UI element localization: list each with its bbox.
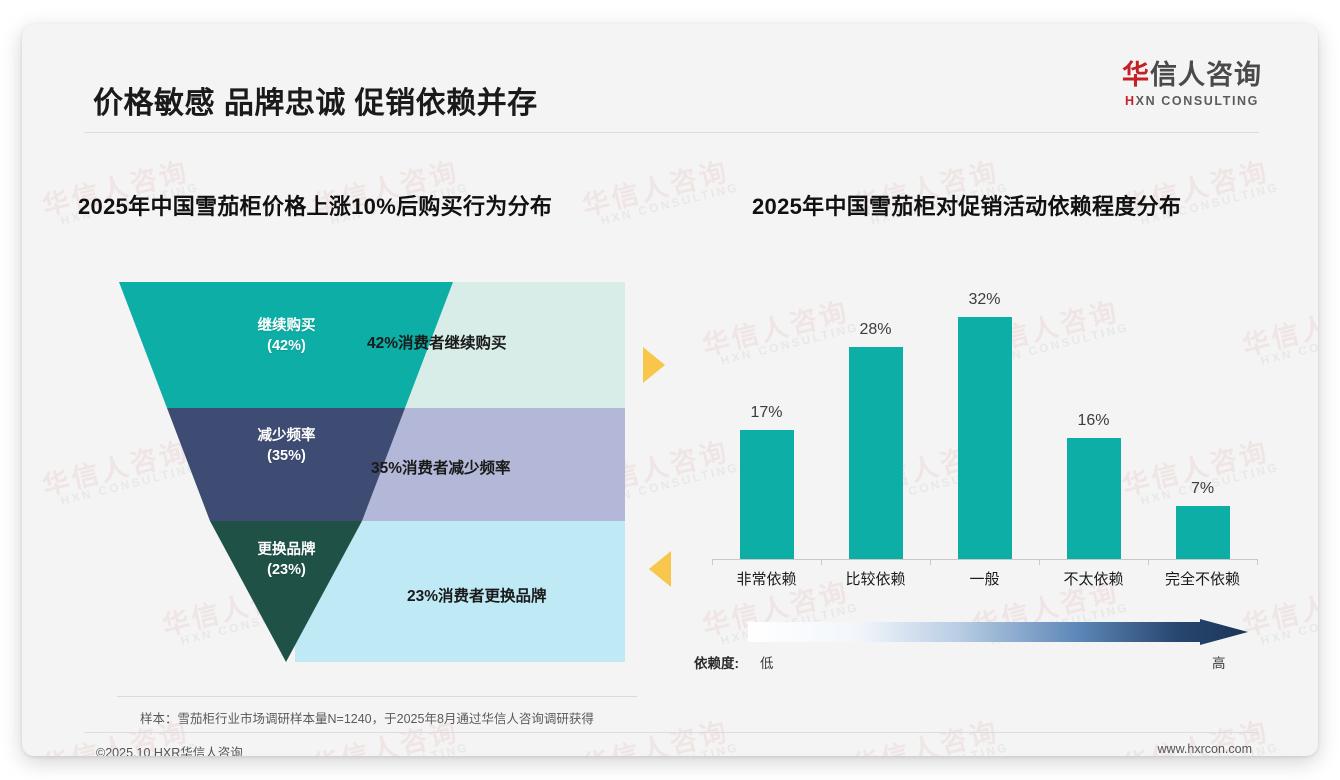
footer-website: www.hxrcon.com <box>1157 742 1252 756</box>
funnel-desc-text-2: 23%消费者更换品牌 <box>407 588 547 605</box>
bar-category-label: 非常依赖 <box>736 571 797 588</box>
funnel-label-text-2: 更换品牌 <box>257 542 316 558</box>
funnel-desc-text-1: 35%消费者减少频率 <box>371 460 511 477</box>
bar-rect <box>739 430 794 559</box>
funnel-desc-panel-2 <box>295 521 625 662</box>
funnel-desc-text-0: 42%消费者继续购买 <box>367 335 507 352</box>
funnel-label-value-2: (23%) <box>267 561 306 578</box>
bar-value-label: 16% <box>1077 412 1110 429</box>
bar-value-label: 28% <box>859 321 892 338</box>
bar-column: 28% <box>821 294 930 559</box>
legend-high-label: 高 <box>1212 656 1226 671</box>
bar-value-label: 7% <box>1190 480 1215 497</box>
bar-value-label: 17% <box>750 404 783 421</box>
funnel-label-value-0: (42%) <box>267 337 306 354</box>
left-chart-title: 2025年中国雪茄柜价格上涨10%后购买行为分布 <box>78 194 553 219</box>
bar-chart-category-labels: 非常依赖 比较依赖 一般 不太依赖 完全不依赖 <box>712 568 1257 594</box>
footer-divider <box>84 732 1259 733</box>
bar-category-label: 一般 <box>969 571 1000 588</box>
footnote-divider <box>117 696 637 697</box>
right-chart-title: 2025年中国雪茄柜对促销活动依赖程度分布 <box>752 194 1182 219</box>
bar-chart-plot: 17% 28% 32% 16% 7% <box>712 291 1257 559</box>
bar-column: 17% <box>712 294 821 559</box>
triangle-right-icon <box>643 347 665 383</box>
funnel-segment-2 <box>210 521 362 662</box>
axis-tick <box>1148 559 1149 565</box>
bar-column: 32% <box>930 291 1039 559</box>
logo-en-rest: XN CONSULTING <box>1135 94 1259 108</box>
axis-tick <box>712 559 713 565</box>
funnel-label-text-1: 减少频率 <box>257 428 316 444</box>
funnel-segment-label-1: 减少频率 (35%) <box>214 427 359 466</box>
slide-card: 华信人咨询 HXN CONSULTING 华信人咨询 HXN CONSULTING 华信… <box>22 24 1318 756</box>
dependency-legend: 依赖度: 低 高 <box>694 619 1264 679</box>
logo-cn-rest: 信人咨询 <box>1150 60 1262 90</box>
logo-chinese: 华信人咨询 <box>1122 62 1262 89</box>
funnel-segment-1 <box>167 408 405 521</box>
footnote-text: 样本：雪茄柜行业市场调研样本量N=1240，于2025年8月通过华信人咨询调研获… <box>140 712 594 726</box>
bar-category-label: 不太依赖 <box>1063 571 1124 588</box>
logo-cn-accent: 华 <box>1122 60 1150 90</box>
bar-rect <box>1175 506 1230 559</box>
funnel-label-text-0: 继续购买 <box>257 318 316 334</box>
logo-en-accent: H <box>1125 94 1136 108</box>
bar-chart-axis <box>712 559 1257 560</box>
logo-english: HXN CONSULTING <box>1122 95 1262 108</box>
footer-copyright: ©2025.10 HXR华信人咨询 <box>96 746 243 756</box>
legend-low-label: 低 <box>760 656 774 671</box>
triangle-left-icon <box>649 551 671 587</box>
company-logo: 华信人咨询 HXN CONSULTING <box>1122 62 1262 108</box>
bar-column: 7% <box>1148 294 1257 559</box>
legend-caption: 依赖度: <box>694 656 739 671</box>
axis-tick <box>1039 559 1040 565</box>
bar-rect <box>1066 438 1121 559</box>
bar-category-label: 完全不依赖 <box>1164 571 1240 588</box>
page-title: 价格敏感 品牌忠诚 促销依赖并存 <box>93 87 538 120</box>
funnel-svg <box>119 282 625 662</box>
bar-value-label: 32% <box>968 291 1001 308</box>
funnel-chart: 继续购买 (42%) 减少频率 (35%) 更换品牌 (23%) 42%消费者继… <box>119 282 625 662</box>
funnel-segment-label-2: 更换品牌 (23%) <box>214 541 359 580</box>
slide-header: 价格敏感 品牌忠诚 促销依赖并存 <box>22 24 1318 133</box>
axis-tick <box>1257 559 1258 565</box>
bar-category-label: 比较依赖 <box>845 571 906 588</box>
funnel-label-value-1: (35%) <box>267 447 306 464</box>
header-divider <box>84 132 1259 133</box>
funnel-segment-0 <box>119 282 453 408</box>
axis-tick <box>821 559 822 565</box>
axis-tick <box>930 559 931 565</box>
funnel-segment-label-0: 继续购买 (42%) <box>214 317 359 356</box>
bar-column: 16% <box>1039 294 1148 559</box>
bar-rect <box>848 347 903 559</box>
bar-rect <box>957 317 1012 559</box>
gradient-arrow-icon <box>748 619 1248 645</box>
